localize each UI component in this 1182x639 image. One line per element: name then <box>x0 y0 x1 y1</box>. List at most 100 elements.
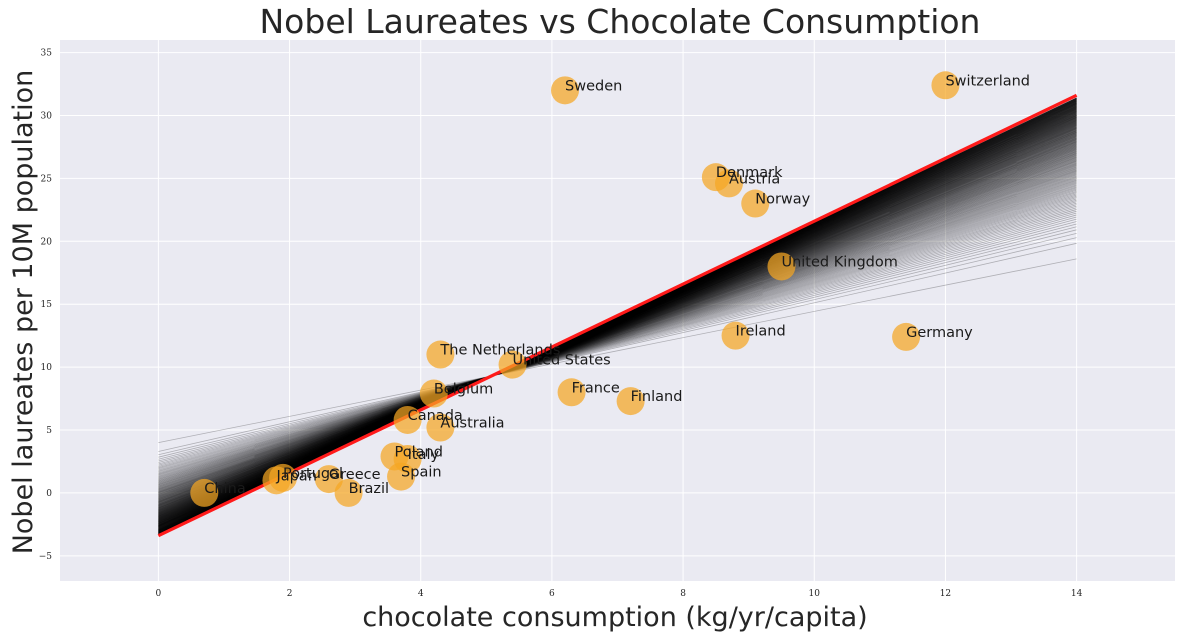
fan-line <box>158 166 1077 496</box>
fan-line <box>158 149 1077 506</box>
fan-line <box>158 210 1077 471</box>
fan-line <box>158 167 1077 495</box>
fan-line <box>158 258 1077 443</box>
data-point <box>498 350 527 379</box>
chart-title: Nobel Laureates vs Chocolate Consumption <box>260 2 981 41</box>
fan-line <box>158 146 1077 507</box>
fan-line <box>158 177 1077 490</box>
fan-line <box>158 175 1077 491</box>
point-label: Switzerland <box>945 73 1030 89</box>
y-tick-label: 0 <box>46 489 52 499</box>
fan-line <box>158 187 1077 484</box>
fan-line <box>158 214 1077 469</box>
fan-line <box>158 153 1077 503</box>
fan-line <box>158 221 1077 465</box>
x-tick-label: 6 <box>549 589 555 599</box>
data-point <box>616 387 645 416</box>
point-label: Belgium <box>434 382 493 398</box>
point-label: Spain <box>401 465 442 481</box>
fan-line <box>158 140 1077 511</box>
fan-line <box>158 148 1077 506</box>
fan-line <box>158 186 1077 485</box>
point-label: Italy <box>408 447 440 463</box>
x-tick-label: 14 <box>1071 589 1083 599</box>
fan-line <box>158 138 1077 512</box>
point-label: Austria <box>729 171 780 187</box>
fan-line <box>158 141 1077 510</box>
fan-line <box>158 180 1077 488</box>
fan-line <box>158 201 1077 476</box>
y-axis-label: Nobel laureates per 10M population <box>8 70 39 555</box>
data-point <box>314 465 343 494</box>
fan-line <box>158 152 1077 504</box>
fan-line <box>158 145 1077 508</box>
x-tick-label: 10 <box>809 589 821 599</box>
fan-line <box>158 178 1077 489</box>
fan-line <box>158 172 1077 492</box>
fan-line <box>158 157 1077 501</box>
fan-line <box>158 147 1077 507</box>
data-point <box>426 413 455 442</box>
fan-line <box>158 204 1077 474</box>
fan-line <box>158 160 1077 499</box>
y-tick-label: 25 <box>41 174 53 184</box>
fan-line <box>158 149 1077 506</box>
fan-line <box>158 150 1077 505</box>
point-label: Germany <box>906 325 973 341</box>
point-label: Sweden <box>565 78 622 94</box>
data-points <box>190 71 960 507</box>
data-point <box>721 321 750 350</box>
fan-line <box>158 144 1077 508</box>
y-tick-labels: −5 0 5 10 15 20 25 30 35 <box>39 49 53 562</box>
fan-line <box>158 138 1077 512</box>
fan-line <box>158 147 1077 507</box>
fan-line <box>158 152 1077 504</box>
point-label: Ireland <box>736 324 786 340</box>
fan-line <box>158 172 1077 493</box>
fan-line <box>158 223 1077 463</box>
fan-line <box>158 150 1077 505</box>
data-point <box>931 71 960 100</box>
fan-line <box>158 181 1077 488</box>
x-tick-label: 4 <box>418 589 424 599</box>
fan-line <box>158 139 1077 511</box>
data-point <box>715 169 743 198</box>
fan-line <box>158 139 1077 512</box>
point-label: Finland <box>631 389 683 405</box>
fan-line <box>158 189 1077 483</box>
point-label: Canada <box>408 408 463 424</box>
fan-line <box>158 173 1077 492</box>
fan-line <box>158 174 1077 491</box>
data-point <box>334 478 363 507</box>
fan-line <box>158 163 1077 498</box>
point-label: Greece <box>329 467 381 483</box>
fan-line <box>158 184 1077 486</box>
data-point <box>741 189 770 218</box>
y-tick-label: 15 <box>41 300 53 310</box>
point-label: China <box>204 481 245 497</box>
fan-line <box>158 142 1077 510</box>
fan-line <box>158 242 1077 452</box>
x-tick-label: 8 <box>680 589 686 599</box>
x-tick-label: 2 <box>287 589 293 599</box>
fan-line <box>158 212 1077 470</box>
y-tick-label: −5 <box>39 552 53 562</box>
fan-line <box>158 136 1077 513</box>
fan-line <box>158 158 1077 500</box>
point-label: France <box>572 380 620 396</box>
y-tick-label: 30 <box>41 111 53 121</box>
point-label: Portugal <box>283 466 343 482</box>
point-label: Norway <box>755 192 810 208</box>
fan-line <box>158 185 1077 485</box>
fan-line <box>158 229 1077 460</box>
fan-line <box>158 207 1077 473</box>
regression-fit-line <box>157 93 1078 538</box>
fan-line <box>158 137 1077 513</box>
fan-line <box>158 218 1077 466</box>
point-label: United States <box>513 353 611 369</box>
data-point <box>551 76 580 105</box>
fan-line <box>158 176 1077 490</box>
regression-fit-line-group <box>157 93 1078 538</box>
